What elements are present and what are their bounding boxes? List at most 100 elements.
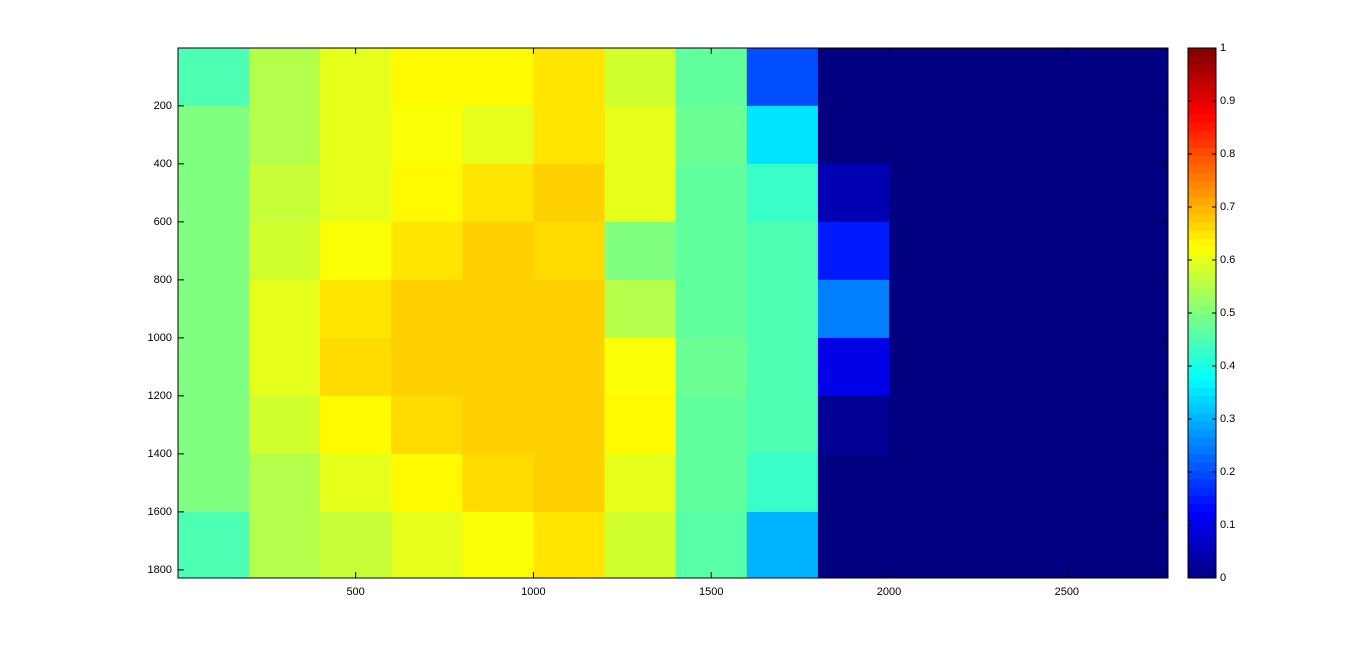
heatmap-cell — [178, 511, 250, 571]
heatmap-cell — [178, 279, 250, 339]
heatmap-cell — [320, 511, 392, 571]
colorbar-swatch — [1188, 122, 1216, 132]
heatmap-cell — [391, 279, 463, 339]
colorbar-swatch — [1188, 329, 1216, 339]
colorbar-swatch — [1188, 354, 1216, 364]
colorbar-swatch — [1188, 404, 1216, 413]
heatmap-cell — [889, 569, 961, 578]
heatmap-cell — [320, 48, 392, 107]
colorbar-swatch — [1188, 387, 1216, 397]
heatmap-cell — [533, 163, 606, 223]
colorbar-swatch — [1188, 288, 1216, 297]
colorbar-tick-label: 0.1 — [1220, 519, 1235, 531]
heatmap-cell — [675, 511, 748, 571]
colorbar-tick-label: 0.9 — [1220, 95, 1235, 107]
colorbar-swatch — [1188, 561, 1216, 571]
heatmap-cell — [533, 48, 606, 107]
heatmap-cell — [178, 221, 250, 281]
heatmap — [178, 48, 1168, 578]
heatmap-cell — [746, 395, 819, 455]
heatmap-cell — [817, 105, 890, 165]
heatmap-cell — [248, 221, 321, 281]
y-tick-label: 800 — [154, 274, 172, 286]
x-tick-label: 2500 — [1055, 586, 1079, 598]
heatmap-cell — [675, 279, 748, 339]
heatmap-cell — [320, 163, 392, 223]
heatmap-cell — [462, 569, 534, 578]
heatmap-cell — [533, 569, 606, 578]
colorbar-swatch — [1188, 362, 1216, 372]
colorbar-swatch — [1188, 64, 1216, 74]
colorbar-tick-label: 0.5 — [1220, 307, 1235, 319]
y-tick-label: 1200 — [148, 390, 172, 402]
heatmap-cell — [462, 163, 534, 223]
heatmap-cell — [1031, 395, 1103, 455]
heatmap-cell — [889, 48, 961, 107]
colorbar-swatch — [1188, 395, 1216, 405]
colorbar-swatch — [1188, 486, 1216, 496]
heatmap-cell — [462, 279, 534, 339]
y-tick-label: 600 — [154, 216, 172, 228]
heatmap-cell — [604, 163, 677, 223]
colorbar-swatch — [1188, 255, 1216, 264]
heatmap-cell — [604, 105, 677, 165]
heatmap-cell — [462, 395, 534, 455]
heatmap-cell — [746, 105, 819, 165]
heatmap-cell — [1102, 337, 1168, 397]
heatmap-cell — [604, 511, 677, 571]
heatmap-cell — [604, 395, 677, 455]
heatmap-cell — [320, 337, 392, 397]
heatmap-cell — [248, 569, 321, 578]
heatmap-cell — [462, 105, 534, 165]
heatmap-cell — [1102, 511, 1168, 571]
heatmap-cell — [462, 511, 534, 571]
heatmap-cell — [746, 221, 819, 281]
colorbar-swatch — [1188, 81, 1216, 90]
colorbar-swatch — [1188, 503, 1216, 513]
colorbar-swatch — [1188, 147, 1216, 157]
colorbar-swatch — [1188, 89, 1216, 99]
colorbar-swatch — [1188, 420, 1216, 430]
heatmap-cell — [960, 163, 1032, 223]
heatmap-cell — [533, 395, 606, 455]
heatmap-cell — [391, 569, 463, 578]
heatmap-cell — [960, 105, 1032, 165]
heatmap-cell — [320, 453, 392, 513]
heatmap-cell — [889, 279, 961, 339]
heatmap-cell — [391, 105, 463, 165]
heatmap-cell — [817, 163, 890, 223]
heatmap-cell — [604, 279, 677, 339]
colorbar-tick-label: 0.8 — [1220, 148, 1235, 160]
y-tick-label: 200 — [154, 100, 172, 112]
heatmap-cell — [1031, 279, 1103, 339]
colorbar-swatch — [1188, 180, 1216, 190]
heatmap-cell — [1102, 105, 1168, 165]
heatmap-cell — [817, 395, 890, 455]
colorbar-tick-label: 0 — [1220, 572, 1226, 584]
colorbar-swatch — [1188, 437, 1216, 446]
colorbar-swatch — [1188, 528, 1216, 538]
heatmap-cell — [391, 48, 463, 107]
heatmap-cell — [675, 395, 748, 455]
x-tick-label: 1000 — [521, 586, 545, 598]
colorbar-swatch — [1188, 495, 1216, 504]
colorbar-swatch — [1188, 48, 1216, 57]
heatmap-cell — [1031, 337, 1103, 397]
x-tick-label: 500 — [346, 586, 364, 598]
heatmap-cell — [178, 48, 250, 107]
colorbar-tick-label: 0.2 — [1220, 466, 1235, 478]
colorbar-swatch — [1188, 296, 1216, 306]
heatmap-cell — [1031, 511, 1103, 571]
colorbar-tick-label: 0.7 — [1220, 201, 1235, 213]
heatmap-cell — [817, 279, 890, 339]
y-tick-label: 1400 — [148, 448, 172, 460]
heatmap-cell — [746, 48, 819, 107]
heatmap-cell — [1102, 48, 1168, 107]
heatmap-cell — [746, 337, 819, 397]
colorbar-swatch — [1188, 553, 1216, 562]
heatmap-cell — [462, 48, 534, 107]
heatmap-cell — [889, 337, 961, 397]
heatmap-cell — [533, 453, 606, 513]
heatmap-cell — [817, 453, 890, 513]
